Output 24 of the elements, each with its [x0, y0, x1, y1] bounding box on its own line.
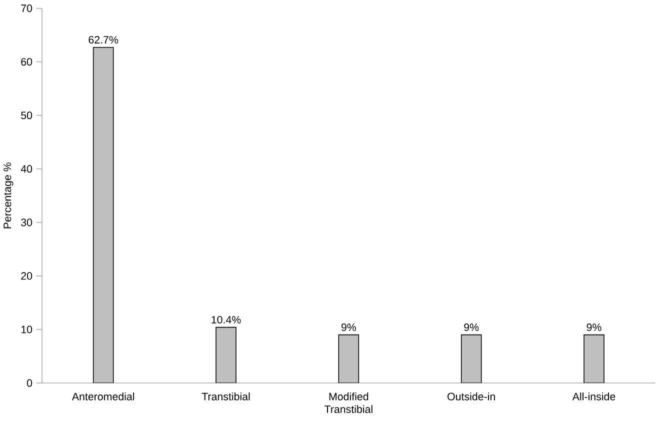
y-tick-label: 0 — [26, 379, 32, 387]
bar — [92, 47, 114, 383]
y-tick-label: 60 — [21, 58, 32, 66]
x-tick-label: Modified Transtibial — [324, 392, 372, 414]
y-axis-title: Percentage % — [4, 162, 14, 228]
data-label: 9% — [586, 323, 602, 332]
x-tick-label: Outside-in — [448, 392, 495, 400]
y-tick-label: 50 — [21, 112, 32, 120]
bar — [460, 334, 482, 383]
bar — [584, 334, 604, 383]
x-tick-label: All-inside — [572, 392, 616, 400]
data-label: 10.4% — [212, 316, 241, 324]
y-tick-label: 30 — [21, 218, 32, 226]
y-tick-label: 20 — [21, 272, 32, 280]
data-label: 9% — [464, 323, 479, 332]
x-tick-label: Transtibial — [202, 392, 250, 400]
y-tick-label: 10 — [21, 326, 32, 334]
data-label: 62.7% — [88, 36, 118, 44]
x-tick-label: Anteromedial — [72, 392, 134, 400]
y-tick-label: 70 — [21, 4, 32, 12]
bar — [216, 326, 236, 383]
y-tick-label: 40 — [20, 165, 32, 173]
data-label: 9% — [341, 323, 356, 332]
bar — [338, 334, 360, 383]
